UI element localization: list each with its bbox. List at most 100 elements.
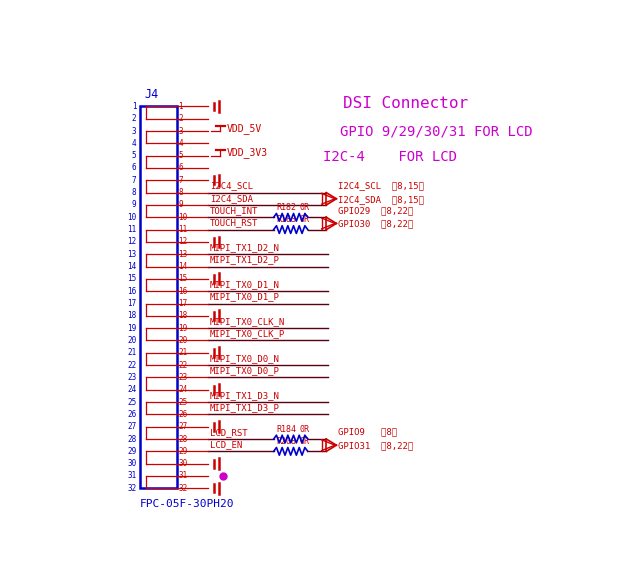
Text: 23: 23: [127, 373, 137, 382]
Text: MIPI_TX1_D3_P: MIPI_TX1_D3_P: [210, 403, 280, 412]
Text: MIPI_TX0_CLK_N: MIPI_TX0_CLK_N: [210, 317, 286, 326]
Text: R208: R208: [277, 437, 296, 446]
Text: 26: 26: [178, 410, 188, 419]
Text: 11: 11: [178, 225, 188, 234]
Text: 16: 16: [127, 287, 137, 295]
Text: 27: 27: [127, 422, 137, 431]
Text: I2C-4    FOR LCD: I2C-4 FOR LCD: [323, 150, 457, 164]
Text: 10: 10: [127, 213, 137, 222]
Text: 18: 18: [127, 311, 137, 321]
Text: GPIO31  〈8,22〉: GPIO31 〈8,22〉: [338, 442, 413, 450]
Text: 7: 7: [132, 176, 137, 185]
Text: 5: 5: [132, 151, 137, 160]
Text: 4: 4: [132, 139, 137, 148]
Text: 7: 7: [178, 176, 183, 185]
Text: 11: 11: [127, 225, 137, 234]
Text: 5: 5: [178, 151, 183, 160]
Text: FPC-05F-30PH20: FPC-05F-30PH20: [139, 499, 234, 509]
Text: 14: 14: [127, 262, 137, 271]
Text: I2C4_SCL  〈8,15〉: I2C4_SCL 〈8,15〉: [338, 181, 424, 190]
Text: 16: 16: [178, 287, 188, 295]
Text: 3: 3: [132, 126, 137, 136]
Text: 29: 29: [178, 447, 188, 456]
Text: 24: 24: [127, 386, 137, 394]
Text: 27: 27: [178, 422, 188, 431]
Text: MIPI_TX0_CLK_P: MIPI_TX0_CLK_P: [210, 329, 286, 338]
Text: TOUCH_RST: TOUCH_RST: [210, 218, 258, 228]
Text: GPIO9   〈8〉: GPIO9 〈8〉: [338, 428, 397, 437]
Text: LCD_EN: LCD_EN: [210, 440, 242, 449]
Text: 20: 20: [127, 336, 137, 345]
Text: 1: 1: [132, 102, 137, 111]
Text: 12: 12: [127, 238, 137, 246]
Text: 1: 1: [178, 102, 183, 111]
Text: MIPI_TX0_D0_N: MIPI_TX0_D0_N: [210, 354, 280, 363]
Text: 21: 21: [127, 348, 137, 357]
Text: 30: 30: [178, 459, 188, 468]
Text: 0R: 0R: [300, 437, 310, 446]
Text: 0R: 0R: [300, 425, 310, 433]
Text: 28: 28: [127, 435, 137, 443]
Text: 25: 25: [127, 398, 137, 407]
Text: 8: 8: [132, 188, 137, 197]
Text: MIPI_TX0_D1_N: MIPI_TX0_D1_N: [210, 280, 280, 289]
Text: 17: 17: [127, 299, 137, 308]
Text: LCD_RST: LCD_RST: [210, 428, 248, 437]
Text: 22: 22: [127, 360, 137, 370]
Text: 6: 6: [132, 163, 137, 173]
Text: 10: 10: [178, 213, 188, 222]
Text: 19: 19: [178, 324, 188, 333]
Text: 24: 24: [178, 386, 188, 394]
Text: 30: 30: [127, 459, 137, 468]
Text: VDD_3V3: VDD_3V3: [226, 147, 268, 159]
Text: 13: 13: [127, 250, 137, 259]
Text: 13: 13: [178, 250, 188, 259]
Text: 3: 3: [178, 126, 183, 136]
Text: MIPI_TX1_D3_N: MIPI_TX1_D3_N: [210, 391, 280, 400]
Text: GPIO29  〈8,22〉: GPIO29 〈8,22〉: [338, 206, 413, 215]
Bar: [139, 106, 177, 488]
Text: 19: 19: [127, 324, 137, 333]
Text: R183: R183: [277, 215, 296, 224]
Text: GPIO 9/29/30/31 FOR LCD: GPIO 9/29/30/31 FOR LCD: [340, 125, 533, 139]
Text: 2: 2: [132, 114, 137, 123]
Text: MIPI_TX1_D2_P: MIPI_TX1_D2_P: [210, 255, 280, 264]
Text: 14: 14: [178, 262, 188, 271]
Text: 23: 23: [178, 373, 188, 382]
Text: R184: R184: [277, 425, 296, 433]
Text: 17: 17: [178, 299, 188, 308]
Text: 12: 12: [178, 238, 188, 246]
Text: 15: 15: [127, 274, 137, 283]
Text: GPIO30  〈8,22〉: GPIO30 〈8,22〉: [338, 220, 413, 229]
Text: MIPI_TX0_D1_P: MIPI_TX0_D1_P: [210, 292, 280, 301]
Text: DSI Connector: DSI Connector: [343, 96, 468, 111]
Text: I2C4_SDA: I2C4_SDA: [210, 194, 253, 202]
Text: 18: 18: [178, 311, 188, 321]
Text: 6: 6: [178, 163, 183, 173]
Text: 32: 32: [127, 484, 137, 493]
Text: 31: 31: [178, 472, 188, 480]
Text: 32: 32: [178, 484, 188, 493]
Text: 9: 9: [132, 201, 137, 209]
Text: 22: 22: [178, 360, 188, 370]
Text: 2: 2: [178, 114, 183, 123]
Text: 21: 21: [178, 348, 188, 357]
Text: 31: 31: [127, 472, 137, 480]
Text: R182: R182: [277, 203, 296, 212]
Text: VDD_5V: VDD_5V: [226, 123, 261, 134]
Text: MIPI_TX1_D2_N: MIPI_TX1_D2_N: [210, 243, 280, 252]
Text: 28: 28: [178, 435, 188, 443]
Text: 26: 26: [127, 410, 137, 419]
Text: TOUCH_INT: TOUCH_INT: [210, 206, 258, 215]
Text: 8: 8: [178, 188, 183, 197]
Text: I2C4_SCL: I2C4_SCL: [210, 181, 253, 190]
Text: 29: 29: [127, 447, 137, 456]
Text: 0R: 0R: [300, 203, 310, 212]
Text: 9: 9: [178, 201, 183, 209]
Text: 0R: 0R: [300, 215, 310, 224]
Text: MIPI_TX0_D0_P: MIPI_TX0_D0_P: [210, 366, 280, 375]
Text: 25: 25: [178, 398, 188, 407]
Text: I2C4_SDA  〈8,15〉: I2C4_SDA 〈8,15〉: [338, 195, 424, 204]
Text: J4: J4: [144, 88, 158, 101]
Text: 20: 20: [178, 336, 188, 345]
